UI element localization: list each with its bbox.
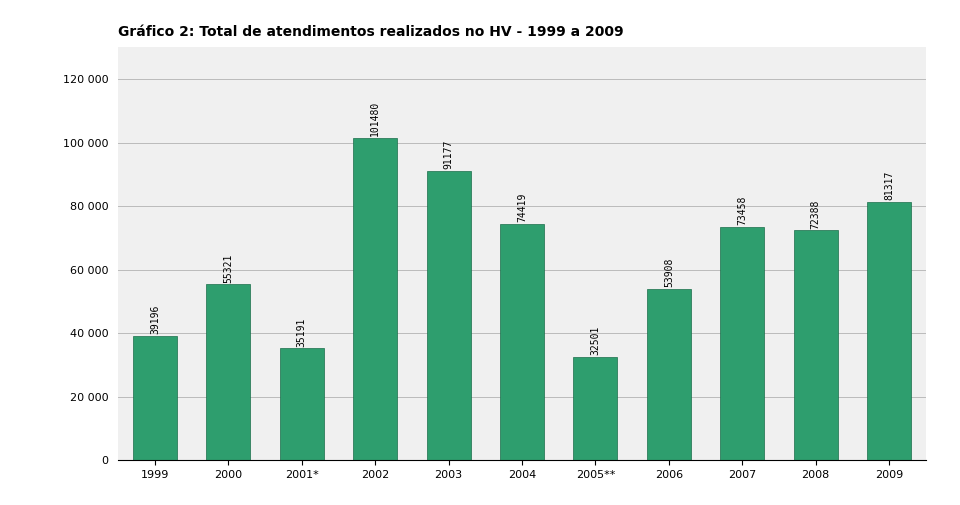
Text: 81317: 81317 bbox=[884, 171, 894, 200]
Text: 91177: 91177 bbox=[444, 139, 454, 169]
Bar bbox=[720, 227, 764, 460]
Text: 53908: 53908 bbox=[664, 258, 674, 287]
Text: Gráfico 2: Total de atendimentos realizados no HV - 1999 a 2009: Gráfico 2: Total de atendimentos realiza… bbox=[118, 25, 624, 39]
Text: 74419: 74419 bbox=[517, 193, 527, 222]
Text: 72388: 72388 bbox=[810, 199, 821, 229]
Bar bbox=[353, 138, 397, 460]
Bar bbox=[500, 224, 544, 460]
Bar bbox=[279, 348, 324, 460]
Bar bbox=[794, 230, 838, 460]
Bar bbox=[206, 284, 251, 460]
Bar bbox=[426, 171, 470, 460]
Text: 101480: 101480 bbox=[371, 101, 380, 136]
Text: 39196: 39196 bbox=[150, 305, 160, 334]
Bar bbox=[573, 357, 617, 460]
Text: 35191: 35191 bbox=[297, 318, 307, 347]
Bar bbox=[867, 202, 911, 460]
Text: 32501: 32501 bbox=[590, 326, 600, 356]
Text: 73458: 73458 bbox=[737, 196, 747, 225]
Bar bbox=[647, 289, 691, 460]
Bar bbox=[133, 336, 177, 460]
Text: 55321: 55321 bbox=[224, 254, 233, 283]
